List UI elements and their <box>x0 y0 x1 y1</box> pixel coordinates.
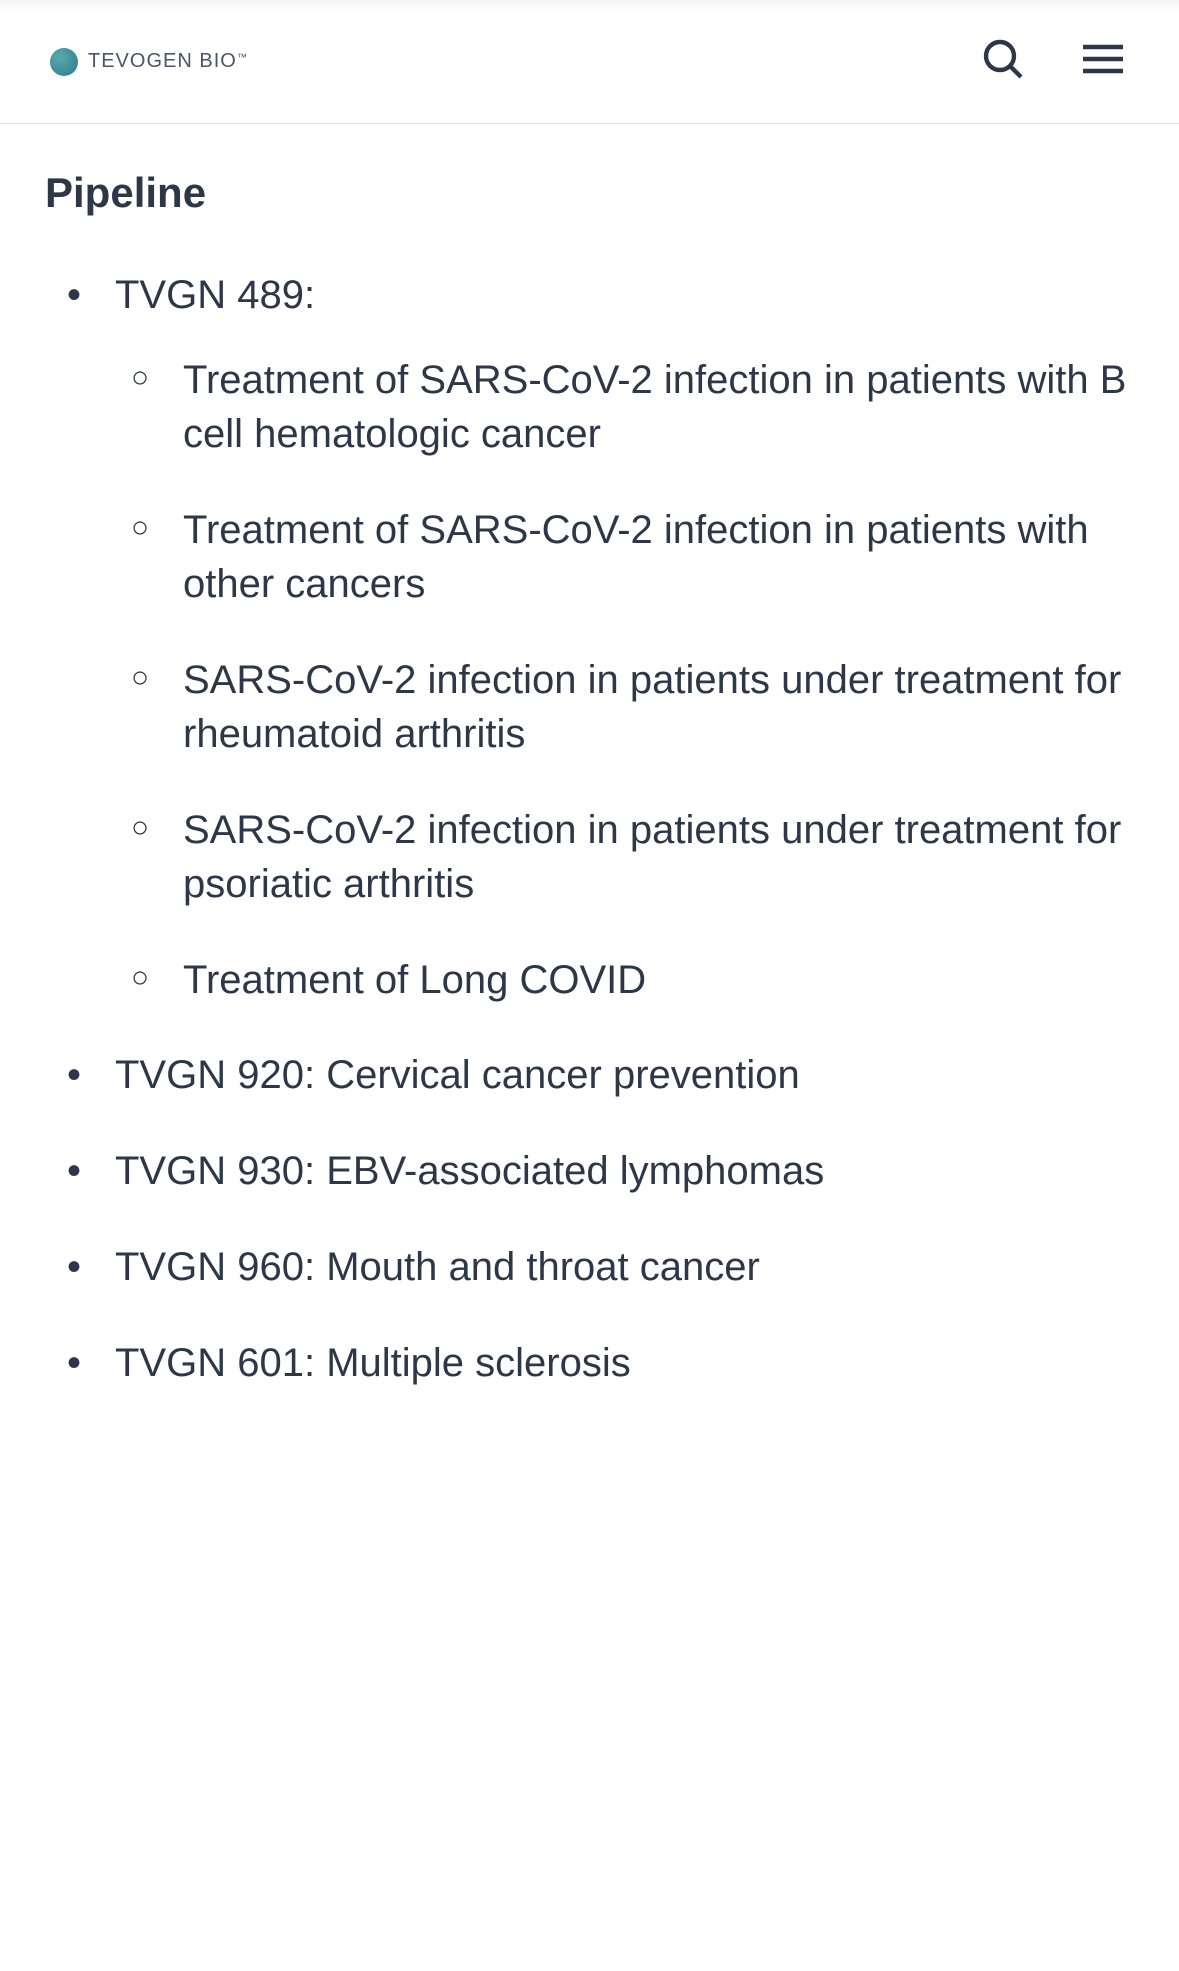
item-label: TVGN 489: <box>115 273 315 317</box>
sub-list-item: Treatment of SARS-CoV-2 infection in pat… <box>183 353 1134 461</box>
list-item: TVGN 489: Treatment of SARS-CoV-2 infect… <box>115 267 1134 1007</box>
sub-list-item: SARS-CoV-2 infection in patients under t… <box>183 653 1134 761</box>
section-title: Pipeline <box>45 169 1134 217</box>
list-item: TVGN 920: Cervical cancer prevention <box>115 1047 1134 1103</box>
menu-icon[interactable] <box>1077 35 1129 88</box>
list-item: TVGN 960: Mouth and throat cancer <box>115 1239 1134 1295</box>
search-icon[interactable] <box>979 35 1027 88</box>
sub-list-item: SARS-CoV-2 infection in patients under t… <box>183 803 1134 911</box>
header-actions <box>979 35 1129 88</box>
sub-list: Treatment of SARS-CoV-2 infection in pat… <box>115 353 1134 1007</box>
list-item: TVGN 601: Multiple sclerosis <box>115 1335 1134 1391</box>
content: Pipeline TVGN 489: Treatment of SARS-CoV… <box>0 124 1179 1471</box>
logo-icon <box>50 48 78 76</box>
sub-list-item: Treatment of Long COVID <box>183 953 1134 1007</box>
logo[interactable]: TEVOGEN BIO™ <box>50 48 247 76</box>
sub-list-item: Treatment of SARS-CoV-2 infection in pat… <box>183 503 1134 611</box>
logo-text: TEVOGEN BIO™ <box>88 50 247 73</box>
list-item: TVGN 930: EBV-associated lymphomas <box>115 1143 1134 1199</box>
header: TEVOGEN BIO™ <box>0 0 1179 124</box>
pipeline-list: TVGN 489: Treatment of SARS-CoV-2 infect… <box>45 267 1134 1391</box>
